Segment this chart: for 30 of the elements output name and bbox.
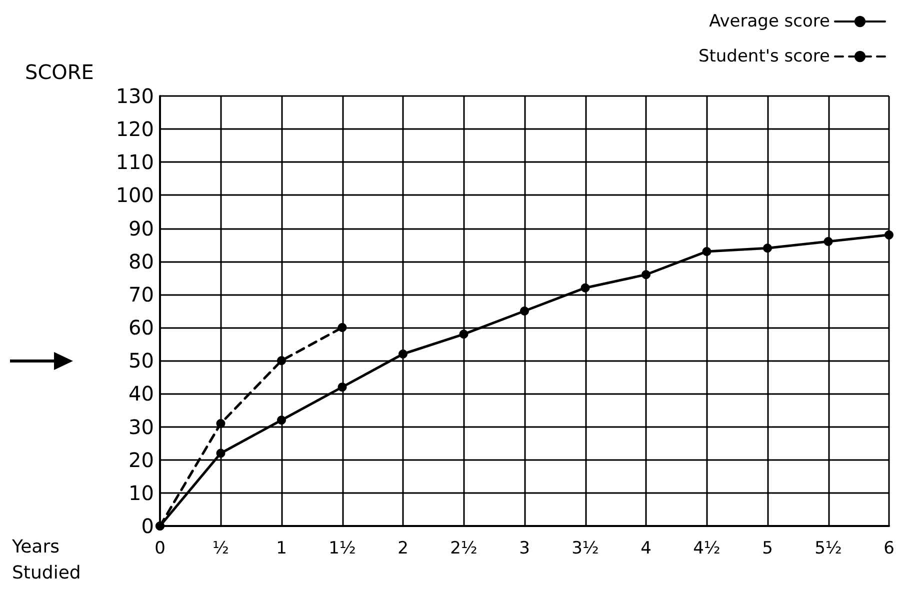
y-tick-label: 70 [128, 282, 154, 306]
x-tick-label: 4½ [693, 538, 720, 558]
x-tick-label: 3½ [572, 538, 599, 558]
y-tick-label: 50 [128, 348, 154, 373]
x-axis-title: Years Studied [11, 536, 81, 584]
x-tick-label: 5½ [814, 538, 842, 558]
y-tick-label: 10 [128, 480, 154, 505]
y-tick-label: 30 [128, 414, 154, 439]
y-tick-label: 60 [128, 316, 154, 340]
y-tick-label: 0 [141, 514, 154, 538]
y-tick-label: 130 [116, 84, 154, 108]
x-tick-label: 5 [762, 538, 773, 558]
legend-label: Average score [709, 12, 830, 32]
y-tick-label: 110 [116, 150, 154, 174]
x-tick-label: 6 [884, 538, 894, 558]
y-tick-label: 120 [116, 117, 154, 142]
y-tick-label: 100 [116, 183, 154, 208]
x-tick-label: ½ [212, 538, 229, 558]
x-tick-label: 3 [519, 538, 530, 558]
x-tick-label: 1 [276, 538, 287, 558]
y-tick-label: 40 [128, 382, 154, 406]
x-tick-label: 1½ [328, 538, 356, 558]
y-tick-label: 20 [128, 448, 154, 472]
y-axis-title: SCORE [25, 60, 94, 84]
x-tick-label: 2 [398, 538, 408, 558]
legend-label: Student's score [698, 46, 830, 66]
x-tick-label: 2½ [450, 538, 478, 558]
y-tick-label: 80 [128, 249, 154, 274]
x-tick-label: 4 [640, 538, 652, 558]
y-tick-label: 90 [128, 216, 154, 240]
